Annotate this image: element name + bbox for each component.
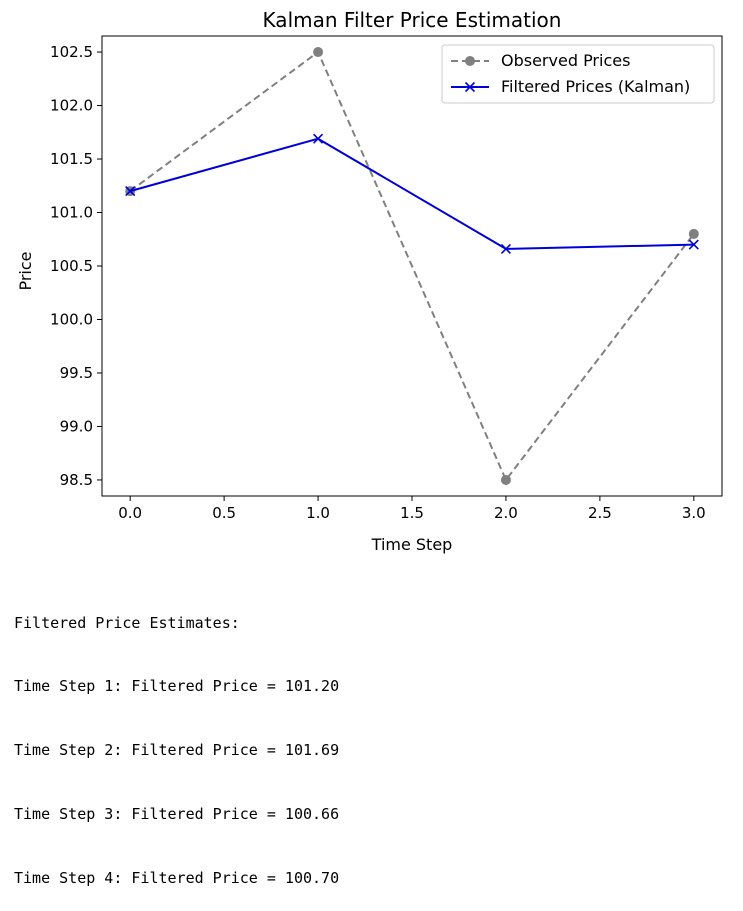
y-tick-label: 101.5 <box>50 150 93 168</box>
x-tick-label: 2.0 <box>494 504 518 522</box>
y-tick-label: 101.0 <box>50 204 93 222</box>
data-point <box>688 239 699 250</box>
x-tick-label: 1.5 <box>400 504 424 522</box>
legend-marker <box>464 81 476 93</box>
legend-label: Observed Prices <box>501 51 630 70</box>
x-tick-label: 3.0 <box>682 504 706 522</box>
y-tick-label: 98.5 <box>60 471 93 489</box>
data-point <box>500 243 512 254</box>
output-line-3: Time Step 3: Filtered Price = 100.66 <box>14 805 340 824</box>
y-axis-label: Price <box>16 251 35 290</box>
legend-entries: Observed Prices Filtered Prices (Kalman) <box>451 51 690 96</box>
data-point <box>125 186 136 197</box>
legend: Observed Prices Filtered Prices (Kalman) <box>441 44 715 104</box>
y-tick-label: 100.0 <box>50 310 93 328</box>
x-axis-label: Time Step <box>371 535 453 554</box>
y-tick-label: 100.5 <box>50 257 93 275</box>
plot-frame <box>101 35 723 497</box>
y-tick-label: 99.5 <box>60 364 93 382</box>
chart-title: Kalman Filter Price Estimation <box>263 8 562 32</box>
x-tick-label: 0.0 <box>118 504 142 522</box>
ticks-layer: 0.0 0.5 1.0 1.5 2.0 2.5 3.0 98.5 99.0 99.5 100.0 10… <box>50 43 706 522</box>
x-tick-label: 2.5 <box>588 504 612 522</box>
series-layer <box>125 47 699 485</box>
y-tick-label: 102.0 <box>50 97 93 115</box>
kalman-chart: Kalman Filter Price Estimation 0.0 0.5 1.0… <box>16 8 723 554</box>
data-point <box>688 228 699 239</box>
series-line-2 <box>129 137 694 250</box>
output-line-1: Time Step 1: Filtered Price = 101.20 <box>14 677 340 696</box>
data-point <box>500 474 511 485</box>
output-line-4: Time Step 4: Filtered Price = 100.70 <box>14 869 340 888</box>
y-tick-label: 102.5 <box>50 43 93 61</box>
output-header: Filtered Price Estimates: <box>14 613 240 632</box>
output-line-2: Time Step 2: Filtered Price = 101.69 <box>14 741 340 760</box>
legend-label: Filtered Prices (Kalman) <box>501 77 690 96</box>
data-point <box>313 47 324 58</box>
y-tick-label: 99.0 <box>60 417 93 435</box>
legend-marker <box>465 56 475 66</box>
x-tick-label: 1.0 <box>306 504 330 522</box>
series-line-1 <box>129 50 695 482</box>
x-tick-label: 0.5 <box>212 504 236 522</box>
legend-box <box>441 44 715 104</box>
console-output: Filtered Price Estimates: Time Step 1: F… <box>14 570 339 911</box>
data-point <box>312 133 324 144</box>
